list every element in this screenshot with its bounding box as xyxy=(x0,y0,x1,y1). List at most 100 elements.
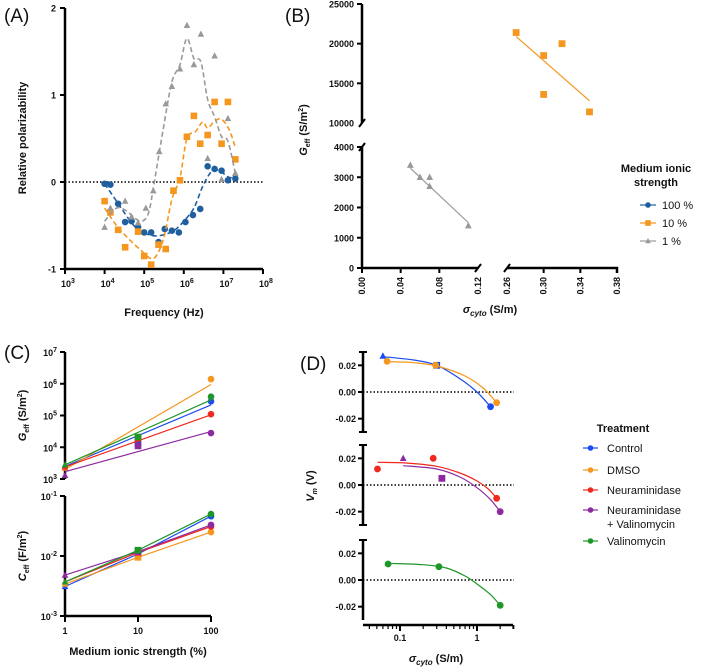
data-point xyxy=(493,399,501,407)
data-point xyxy=(426,182,434,190)
fit-curve xyxy=(388,562,501,606)
y-tick-label: 103 xyxy=(43,474,57,485)
fit-curve-10 xyxy=(103,118,237,260)
tick-base: 10 xyxy=(41,492,51,502)
panel-label-a: (A) xyxy=(4,6,29,27)
y-tick-label: -1 xyxy=(48,265,56,275)
data-point xyxy=(142,204,150,211)
tick-exponent: 6 xyxy=(53,379,57,386)
data-point xyxy=(134,546,142,554)
tick-exponent: -3 xyxy=(51,611,57,618)
x-tick-label: 105 xyxy=(140,278,154,289)
label-superscript: 2 xyxy=(17,393,24,397)
tick-exponent: 5 xyxy=(53,411,57,418)
panel-d-xlabel: σcyto (S/m) xyxy=(409,653,464,667)
tick-exponent: 4 xyxy=(111,278,115,285)
data-point xyxy=(196,205,204,213)
data-point xyxy=(384,560,392,568)
data-point xyxy=(155,147,163,155)
legend-item-label: Neuraminidase xyxy=(607,505,681,517)
tick-exponent: 6 xyxy=(190,278,194,285)
data-point xyxy=(162,100,170,107)
x-tick-label: 100 xyxy=(203,626,218,636)
y-tick-label: 0.00 xyxy=(338,576,356,586)
panel-b: 0 1000 2000 3000 4000 10000 15000 20000 25000 0.0… xyxy=(298,0,693,318)
x-tick-label: 0.00 xyxy=(357,277,367,295)
tick-exponent: -1 xyxy=(51,491,57,498)
fit-line xyxy=(64,431,212,473)
data-point xyxy=(540,91,548,98)
legend-treatment: Treatment Control DMSO Neuraminidase Neurami… xyxy=(583,423,681,548)
legend-item-label: Neuraminidase xyxy=(607,485,681,497)
legend-marker xyxy=(645,237,651,244)
data-point xyxy=(150,187,157,194)
data-point xyxy=(140,252,148,260)
legend-marker xyxy=(587,487,594,493)
data-point xyxy=(128,217,135,225)
fit-curve xyxy=(377,461,498,499)
data-point xyxy=(218,140,225,148)
data-point xyxy=(162,245,170,253)
tick-base: 10 xyxy=(43,380,53,390)
data-point xyxy=(435,563,443,571)
tick-exponent: 4 xyxy=(53,442,57,449)
y-tick-label: -0.02 xyxy=(335,414,356,424)
y-tick-label: 2 xyxy=(51,4,56,14)
tick-exponent: 8 xyxy=(269,278,273,285)
legend-item-label: + Valinomycin xyxy=(607,519,675,531)
panel-b-ylabel: Geff (S/m2) xyxy=(298,104,312,156)
data-point xyxy=(218,175,225,183)
legend-item-label: Control xyxy=(607,443,642,455)
data-point xyxy=(196,140,204,148)
label-symbol: σ xyxy=(409,653,417,665)
tick-exponent: 5 xyxy=(150,278,154,285)
data-point xyxy=(61,578,69,585)
data-point xyxy=(383,357,391,365)
label-symbol: σ xyxy=(463,304,471,316)
y-tick-label: 1 xyxy=(51,91,56,101)
x-tick-label: 0.1 xyxy=(394,633,407,643)
legend-item-label: 100 % xyxy=(662,200,693,212)
tick-base: 10 xyxy=(43,412,53,422)
tick-base: 10 xyxy=(43,443,53,453)
fit-curve-1 xyxy=(103,37,237,223)
data-point xyxy=(512,29,520,36)
label-superscript: 2 xyxy=(17,534,24,538)
x-tick-label: 10 xyxy=(133,626,143,636)
fit-line xyxy=(64,383,212,470)
tick-exponent: 3 xyxy=(71,278,75,285)
data-point xyxy=(114,200,122,208)
y-tick-label: 0.02 xyxy=(338,549,356,559)
data-point xyxy=(429,454,437,462)
tick-base: 10 xyxy=(101,279,111,289)
label-close: ) xyxy=(17,530,29,534)
x-axis-right xyxy=(507,266,619,273)
y-tick-label: 4000 xyxy=(334,143,354,153)
label-symbol: G xyxy=(17,432,29,441)
label-symbol: G xyxy=(298,147,310,156)
x-tick-label: 1 xyxy=(62,626,67,636)
data-point xyxy=(121,218,129,226)
y-tick-label: 10-3 xyxy=(41,611,57,622)
panel-d-ylabel: Vm (V) xyxy=(305,470,319,502)
x-tick-label: 1 xyxy=(474,633,479,643)
data-point xyxy=(61,461,69,468)
fit-curve xyxy=(387,361,498,404)
x-tick-label: 107 xyxy=(219,278,233,289)
data-point xyxy=(176,65,184,72)
data-point xyxy=(190,112,198,120)
x-tick-label: 103 xyxy=(61,278,75,289)
x-tick-label: 0.12 xyxy=(473,277,483,295)
data-point xyxy=(496,508,504,516)
y-tick-label: 15000 xyxy=(329,79,354,89)
label-superscript: 2 xyxy=(298,108,305,112)
label-subscript: cyto xyxy=(470,309,487,318)
y-tick-label: 10-2 xyxy=(41,551,57,562)
label-unit: (S/m xyxy=(298,112,310,139)
tick-base: 10 xyxy=(259,279,269,289)
label-symbol: C xyxy=(17,572,29,581)
tick-exponent: 3 xyxy=(53,474,57,481)
tick-base: 10 xyxy=(41,552,51,562)
data-point xyxy=(176,176,184,184)
